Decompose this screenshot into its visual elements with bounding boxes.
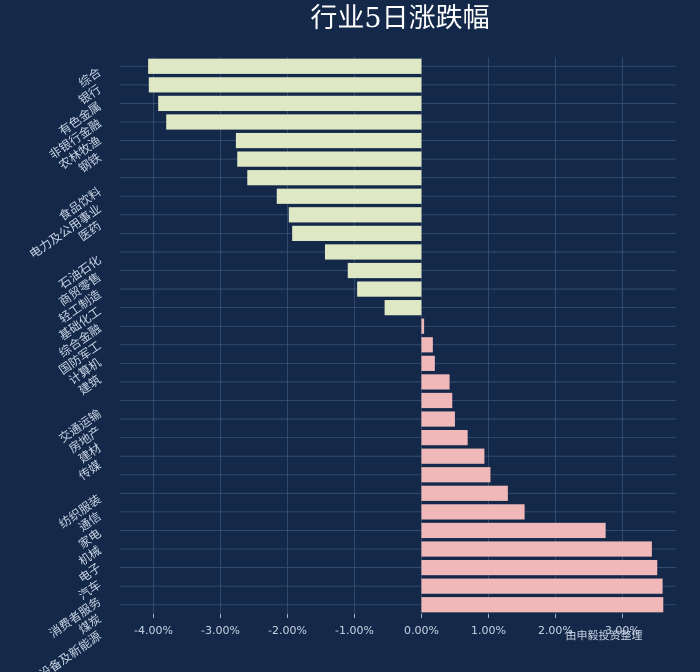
bar <box>421 485 508 501</box>
bar <box>324 244 422 260</box>
bar <box>421 430 468 446</box>
bar <box>421 559 658 576</box>
bar <box>421 318 425 334</box>
bar <box>148 58 422 74</box>
bar <box>421 467 491 483</box>
x-tick-label: -1.00% <box>335 624 374 637</box>
x-tick-label: -4.00% <box>134 624 173 637</box>
x-tick-label: 0.00% <box>404 624 439 637</box>
bar <box>292 225 422 241</box>
bar <box>421 337 433 353</box>
bar <box>347 262 422 279</box>
bar <box>421 392 453 409</box>
bar <box>421 355 435 371</box>
bar <box>166 114 422 130</box>
x-tick-label: 2.00% <box>538 624 573 637</box>
x-axis-ticks: -4.00% -3.00% -2.00% -1.00% 0.00% 1.00% 2.00% 3… <box>134 614 640 637</box>
bar <box>148 77 422 93</box>
bar <box>421 578 663 594</box>
source-note: 由申毅投资整理 <box>566 628 643 642</box>
bar <box>288 207 422 223</box>
x-tick-label: -3.00% <box>201 624 240 637</box>
x-tick-label: -2.00% <box>268 624 307 637</box>
bar <box>247 170 422 186</box>
bar <box>421 522 606 539</box>
bars <box>148 58 664 613</box>
bar <box>421 448 485 464</box>
bar <box>237 151 422 167</box>
bar <box>235 132 422 149</box>
bar <box>421 597 664 613</box>
chart-title: 行业5日涨跌幅 <box>310 3 489 34</box>
x-tick-label: 3.00% <box>605 624 640 637</box>
bar <box>421 541 652 557</box>
bar <box>421 411 455 427</box>
bar <box>357 281 422 297</box>
bar <box>421 504 525 520</box>
bar <box>276 188 422 204</box>
bar <box>421 374 450 390</box>
bar <box>384 300 422 316</box>
bar <box>158 95 422 112</box>
x-tick-label: 1.00% <box>471 624 506 637</box>
